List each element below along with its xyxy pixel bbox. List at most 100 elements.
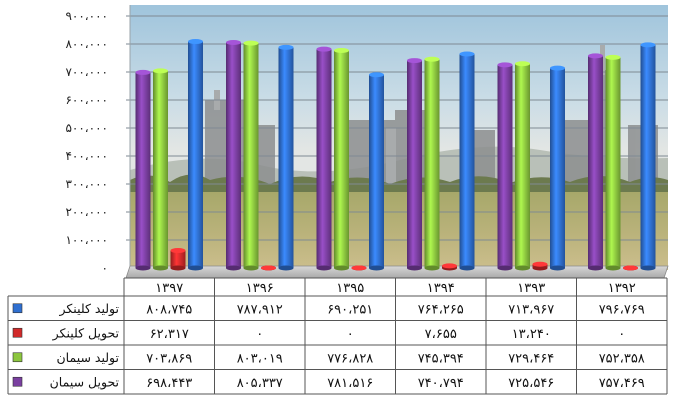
data-label: ۰	[256, 327, 263, 342]
bar-base-cap	[550, 265, 565, 271]
y-tick-label: ۷۰۰،۰۰۰	[65, 65, 108, 79]
bar-body	[334, 50, 349, 268]
data-label: ۷۴۵،۳۹۴	[418, 351, 464, 366]
legend-swatch	[12, 327, 23, 338]
bars	[135, 39, 656, 271]
bar	[170, 248, 186, 271]
bar-top-cap	[442, 263, 457, 269]
bar-top-cap	[497, 62, 513, 68]
data-label: ۰	[618, 327, 625, 342]
bar-top-cap	[515, 61, 530, 67]
plot-background-photo	[130, 5, 668, 270]
bar-base-cap	[640, 265, 656, 271]
bar-top-cap	[369, 72, 384, 78]
bar-base-cap	[588, 265, 603, 271]
category-label: ۱۳۹۷	[155, 281, 183, 296]
bar-base-cap	[153, 265, 168, 271]
bar-body	[550, 68, 565, 269]
bar-top-cap	[188, 39, 203, 45]
bar-body	[459, 54, 475, 268]
bar-base-cap	[226, 265, 241, 271]
data-label: ۷۶۴،۲۶۵	[418, 302, 464, 317]
data-label: ۷۴۰،۷۹۴	[418, 376, 464, 391]
bar-base-cap	[334, 265, 349, 271]
data-label: ۷۲۵،۵۴۶	[508, 376, 554, 391]
bar-top-cap	[135, 69, 151, 75]
bar	[424, 56, 440, 271]
bar	[334, 47, 349, 271]
bar-top-cap	[170, 248, 186, 254]
bar-body	[226, 42, 241, 268]
data-label: ۱۳،۲۴۰	[512, 327, 551, 342]
bar-body	[243, 43, 259, 268]
bar-top-cap	[153, 68, 168, 74]
bar-top-cap	[623, 265, 638, 271]
data-label: ۷۵۲،۳۵۸	[599, 351, 645, 366]
legend-label: تولید سیمان	[56, 350, 119, 366]
bar-base-cap	[497, 265, 513, 271]
bar-top-cap	[226, 40, 241, 46]
data-label: ۸۰۵،۳۳۷	[237, 376, 283, 391]
bar	[135, 69, 151, 271]
bar-body	[170, 250, 186, 268]
bar-top-cap	[351, 265, 367, 271]
bar-top-cap	[550, 65, 565, 71]
bar	[261, 265, 276, 271]
data-label: ۸۰۳،۰۱۹	[237, 351, 283, 366]
category-label: ۱۳۹۵	[336, 281, 364, 296]
bar-top-cap	[261, 265, 276, 271]
bar-base-cap	[424, 265, 440, 271]
bar-base-cap	[188, 265, 203, 271]
category-label: ۱۳۹۴	[427, 281, 455, 296]
bar-base-cap	[532, 265, 548, 271]
bar	[588, 53, 603, 271]
category-label: ۱۳۹۳	[517, 281, 545, 296]
bar-top-cap	[243, 40, 259, 46]
chart-floor	[125, 265, 669, 279]
bar-body	[605, 57, 621, 269]
bar-base-cap	[278, 265, 294, 271]
legend-swatch	[12, 303, 23, 314]
bar	[515, 61, 530, 271]
y-tick-label: ۱۰۰،۰۰۰	[65, 233, 108, 247]
bar	[153, 68, 168, 271]
category-label: ۱۳۹۶	[246, 281, 274, 296]
bar-base-cap	[369, 265, 384, 271]
bar	[640, 42, 656, 271]
legend-label: تولید کلینکر	[59, 301, 120, 317]
y-tick-label: ۶۰۰،۰۰۰	[65, 93, 108, 107]
bar-base-cap	[170, 265, 186, 271]
y-tick-label: ۰	[102, 261, 108, 275]
y-tick-label: ۹۰۰،۰۰۰	[65, 9, 108, 23]
bar-body	[424, 59, 440, 269]
bar-top-cap	[424, 56, 440, 62]
data-label: ۶۹۸،۴۴۳	[146, 376, 192, 391]
bar-top-cap	[316, 46, 332, 52]
bar	[550, 65, 565, 271]
data-label: ۶۹۰،۲۵۱	[327, 302, 373, 317]
legend-swatch	[12, 376, 23, 387]
bar-base-cap	[243, 265, 259, 271]
y-axis-tick-labels: ۰ ۱۰۰،۰۰۰ ۲۰۰،۰۰۰ ۳۰۰،۰۰۰ ۴۰۰،۰۰۰ ۵۰۰،۰۰۰ ۶۰۰،…	[65, 9, 108, 275]
bar-base-cap	[515, 265, 530, 271]
bar-top-cap	[588, 53, 603, 59]
bar-body	[369, 74, 384, 268]
gridlines	[126, 5, 668, 268]
bar	[442, 263, 457, 271]
bar-top-cap	[605, 54, 621, 60]
bar	[497, 62, 513, 271]
bar-top-cap	[532, 261, 548, 267]
y-tick-label: ۵۰۰،۰۰۰	[65, 121, 108, 135]
bar	[407, 58, 422, 271]
bar-body	[497, 64, 513, 268]
category-label: ۱۳۹۲	[608, 281, 636, 296]
bar-base-cap	[459, 265, 475, 271]
bar	[243, 40, 259, 271]
bar-base-cap	[407, 265, 422, 271]
bar	[351, 265, 367, 271]
bar	[226, 40, 241, 271]
bar	[623, 265, 638, 271]
bar-top-cap	[334, 47, 349, 53]
bar	[369, 72, 384, 271]
